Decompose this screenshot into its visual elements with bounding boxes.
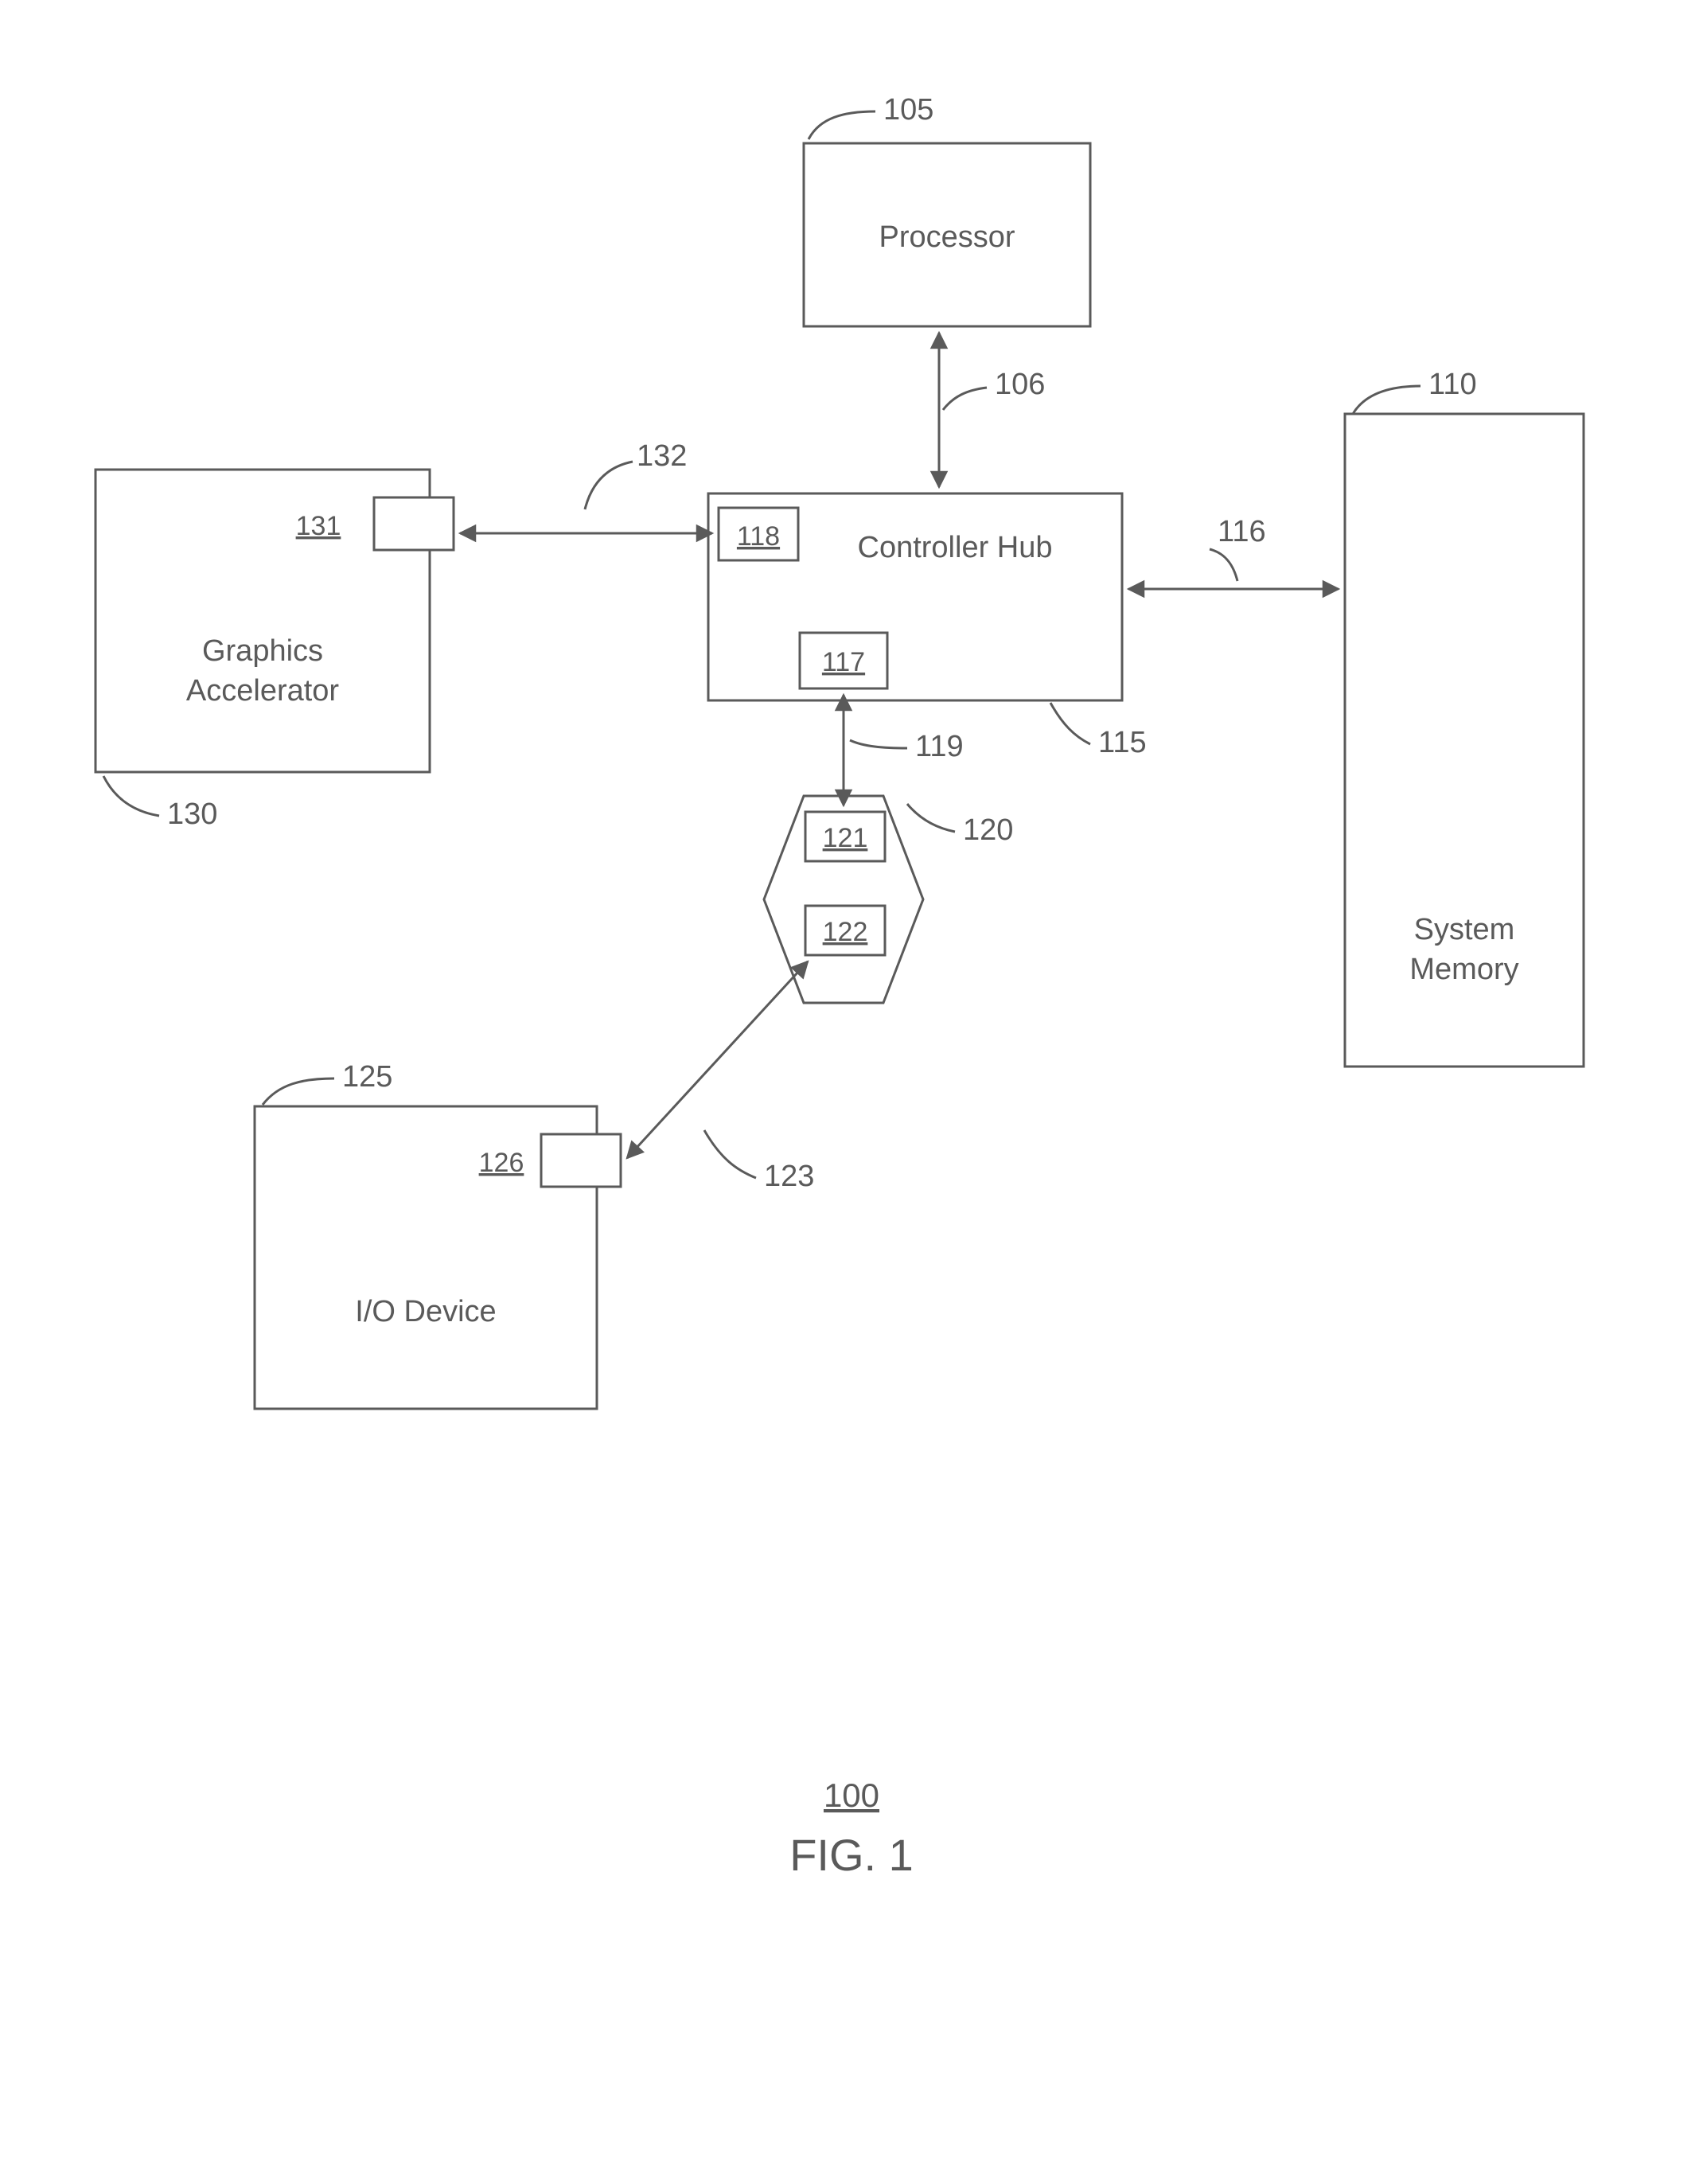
io-label: I/O Device xyxy=(355,1295,496,1328)
graphics-accelerator-block: Graphics Accelerator 131 xyxy=(95,470,454,772)
ref-123: 123 xyxy=(764,1160,814,1193)
processor-block: Processor xyxy=(804,143,1090,326)
ref-120: 120 xyxy=(963,813,1013,847)
system-memory-block: System Memory xyxy=(1345,414,1584,1067)
processor-label: Processor xyxy=(879,220,1015,254)
ref-125: 125 xyxy=(342,1060,392,1094)
port-126-label: 126 xyxy=(479,1148,524,1178)
connector-123 xyxy=(627,961,808,1158)
ref-106: 106 xyxy=(995,368,1045,401)
leader-132 xyxy=(585,462,633,509)
ref-105: 105 xyxy=(883,93,933,127)
figure-number: 100 xyxy=(824,1776,879,1814)
switch-hex: 121 122 xyxy=(764,796,923,1003)
port-131 xyxy=(374,497,454,550)
port-126 xyxy=(541,1134,621,1187)
leader-120 xyxy=(907,804,955,832)
ref-130: 130 xyxy=(167,798,217,831)
leader-119 xyxy=(850,740,907,748)
ref-115: 115 xyxy=(1098,726,1147,759)
memory-label-2: Memory xyxy=(1409,953,1518,986)
controller-hub-label: Controller Hub xyxy=(858,531,1053,564)
leader-105 xyxy=(809,111,875,139)
leader-116 xyxy=(1210,549,1237,581)
leader-106 xyxy=(943,388,987,410)
leader-115 xyxy=(1050,703,1090,744)
port-117-label: 117 xyxy=(822,647,865,677)
port-118-label: 118 xyxy=(737,521,780,552)
memory-label-1: System xyxy=(1414,913,1515,946)
leader-130 xyxy=(103,776,159,816)
controller-hub-block: Controller Hub 118 117 xyxy=(708,493,1122,700)
ref-110: 110 xyxy=(1428,368,1477,401)
graphics-label-2: Accelerator xyxy=(186,674,340,708)
port-121-label: 121 xyxy=(823,823,868,853)
graphics-label-1: Graphics xyxy=(202,634,323,668)
leader-110 xyxy=(1353,386,1420,414)
port-131-label: 131 xyxy=(296,511,341,541)
leader-123 xyxy=(704,1130,756,1178)
ref-119: 119 xyxy=(915,730,964,763)
figure-caption: FIG. 1 xyxy=(789,1830,914,1880)
leader-125 xyxy=(263,1078,334,1105)
ref-116: 116 xyxy=(1218,515,1266,548)
io-device-block: I/O Device 126 xyxy=(255,1106,621,1409)
port-122-label: 122 xyxy=(823,917,868,947)
ref-132: 132 xyxy=(637,439,687,473)
